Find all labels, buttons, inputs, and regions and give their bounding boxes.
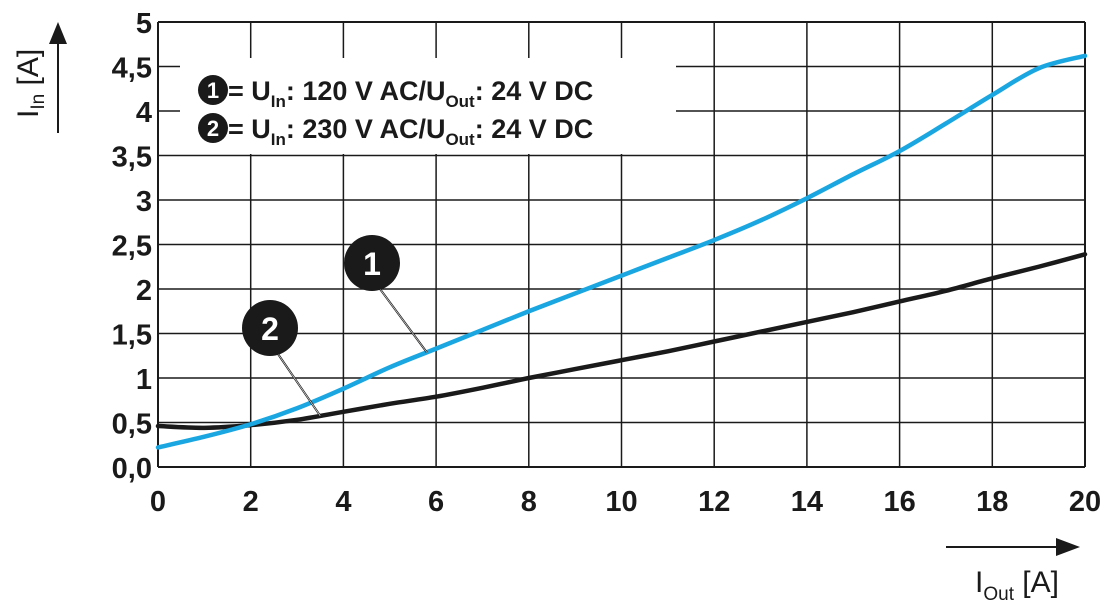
callout-label: 1: [363, 246, 381, 282]
annotations: 12: [242, 235, 428, 417]
y-tick-label: 4: [136, 97, 152, 129]
legend-label-part: In: [271, 92, 286, 111]
y-tick-label: 4,5: [112, 53, 152, 85]
legend-label-part: : 24 V DC: [475, 76, 594, 106]
callout-leader-highlight: [379, 288, 428, 353]
x-tick-label: 10: [605, 486, 637, 518]
y-axis-arrow: [49, 22, 67, 133]
x-tick-labels: 0 2 4 6 8 10 12 14 16 18 20: [150, 486, 1101, 518]
y-tick-label: 3: [136, 186, 152, 218]
y-axis-title-unit: [A]: [12, 49, 45, 94]
legend-label: = UIn: 230 V AC/UOut: 24 V DC: [228, 114, 593, 149]
legend-label-part: : 230 V AC/U: [286, 114, 446, 144]
x-tick-label: 20: [1069, 486, 1101, 518]
legend-label-part: : 120 V AC/U: [286, 76, 446, 106]
legend-badge-label: 1: [207, 78, 219, 103]
legend-background: [180, 58, 676, 154]
x-tick-label: 12: [698, 486, 730, 518]
x-tick-label: 18: [976, 486, 1008, 518]
y-axis-title-main: I: [12, 110, 45, 118]
x-axis-title-main: I: [975, 566, 983, 599]
legend-label-part: = U: [228, 76, 271, 106]
y-tick-label: 1: [136, 364, 152, 396]
x-axis-title: IOut [A]: [975, 566, 1059, 605]
x-tick-label: 16: [883, 486, 915, 518]
legend-badge-label: 2: [207, 116, 219, 141]
legend-label-part: Out: [445, 130, 475, 149]
legend-label-part: In: [271, 130, 286, 149]
x-tick-label: 14: [791, 486, 823, 518]
legend-label-part: Out: [445, 92, 475, 111]
y-tick-label: 5: [136, 8, 152, 40]
y-tick-label: 3,5: [112, 142, 152, 174]
y-tick-label: 2,5: [112, 231, 152, 263]
series-line-2: [155, 252, 1088, 431]
callout-label: 2: [261, 311, 279, 347]
x-tick-label: 6: [428, 486, 444, 518]
callout-circle: [242, 300, 298, 356]
y-tick-label: 1,5: [112, 320, 152, 352]
x-tick-label: 8: [521, 486, 537, 518]
x-tick-label: 0: [150, 486, 166, 518]
y-tick-label: 2: [136, 275, 152, 307]
x-tick-label: 2: [243, 486, 259, 518]
x-axis-title-sub: Out: [983, 584, 1014, 605]
legend-badge: [198, 113, 228, 143]
legend-label-part: : 24 V DC: [475, 114, 594, 144]
legend: 1 = UIn: 120 V AC/UOut: 24 V DC2 = UIn: 23…: [180, 58, 676, 154]
svg-text:IIn [A]: IIn [A]: [12, 49, 49, 118]
legend-entry: 2 = UIn: 230 V AC/UOut: 24 V DC: [198, 113, 593, 149]
y-tick-label: 0,0: [112, 453, 152, 485]
callout-circle: [344, 235, 400, 291]
y-tick-label: 0,5: [112, 409, 152, 441]
legend-label: = UIn: 120 V AC/UOut: 24 V DC: [228, 76, 593, 111]
y-axis-title: IIn [A]: [12, 49, 49, 118]
y-axis-title-sub: In: [28, 94, 49, 110]
callout-leader-highlight: [277, 353, 321, 416]
legend-entry: 1 = UIn: 120 V AC/UOut: 24 V DC: [198, 75, 593, 111]
y-tick-labels: 0,0 0,5 1 1,5 2 2,5 3 3,5 4 4,5 5: [112, 8, 152, 485]
x-tick-label: 4: [335, 486, 351, 518]
series-callout-2: 2: [242, 300, 322, 417]
x-axis-title-unit: [A]: [1014, 566, 1059, 599]
x-axis-arrow: [946, 538, 1080, 556]
legend-badge: [198, 75, 228, 105]
series-callout-1: 1: [344, 235, 428, 353]
legend-label-part: = U: [228, 114, 271, 144]
